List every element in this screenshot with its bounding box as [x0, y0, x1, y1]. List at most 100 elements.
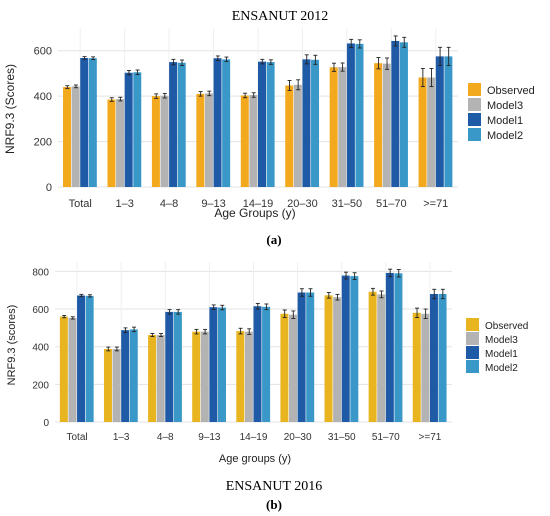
chart-2012-legend-label: Observed: [487, 85, 535, 97]
panel-label-b: (b): [266, 497, 282, 512]
chart-2016-bar: [306, 292, 315, 422]
chart-2016-bar: [59, 316, 68, 422]
chart-2016-x-tick-label: 9–13: [198, 432, 221, 443]
chart-2016-bar: [253, 306, 262, 422]
chart-2016-bar: [421, 313, 430, 422]
chart-2012-x-tick-label: 4–8: [160, 198, 178, 210]
chart-2012-bar: [116, 99, 125, 187]
chart-2012-bar: [160, 95, 169, 187]
chart-2016-bar: [209, 307, 218, 422]
chart-2016-bar: [280, 313, 289, 422]
chart-2016-bar: [200, 331, 209, 422]
chart-2016-legend-swatch: [466, 332, 479, 345]
chart-2016-bar: [165, 311, 174, 422]
chart-2016-bar: [148, 335, 157, 422]
chart-2016: 0 200 400 600 800 Total 1–3 4–8 9–13 14–19 20–30 31…: [6, 262, 528, 512]
chart-2012-legend-swatch: [468, 98, 481, 111]
chart-2016-y-tick-label: 0: [43, 418, 49, 429]
chart-2012-legend-label: Model1: [487, 115, 523, 127]
chart-2012-bar: [177, 62, 186, 188]
chart-2016-bar: [77, 295, 86, 422]
chart-2012-legend-label: Model3: [487, 100, 523, 112]
chart-2012-bar: [249, 95, 258, 187]
chart-2012-bar: [63, 87, 72, 187]
chart-2012-bar: [444, 56, 453, 188]
chart-2012-bar: [213, 58, 222, 188]
chart-2016-bar: [289, 314, 298, 422]
chart-2012-plot-area: 0 200 400 600 Total 1–3 4–8 9–13 14–19 20–30 31–50…: [34, 28, 458, 210]
chart-2012-bar: [71, 86, 80, 187]
chart-2012-bar: [222, 59, 231, 187]
chart-2012-bar: [293, 84, 302, 187]
chart-2016-bar: [341, 275, 350, 422]
chart-2016-bar: [368, 291, 377, 422]
chart-2016-legend-swatch: [466, 346, 479, 359]
chart-2016-legend-swatch: [466, 318, 479, 331]
chart-2016-y-tick-label: 800: [32, 267, 49, 278]
chart-2016-plot-area: 0 200 400 600 800 Total 1–3 4–8 9–13 14–19 20–30 31…: [32, 262, 452, 443]
chart-2016-bar: [68, 317, 77, 422]
chart-2016-title: ENSANUT 2016: [226, 479, 323, 494]
chart-2012-bar: [418, 77, 427, 187]
chart-2012-title: ENSANUT 2012: [232, 9, 329, 24]
chart-2016-x-tick-label: 14–19: [240, 432, 268, 443]
chart-2016-bar: [85, 295, 94, 422]
chart-2016-bar: [438, 294, 447, 422]
chart-2016-bar: [112, 348, 121, 422]
chart-2016-y-axis-label: NRF9.3 (scores): [6, 305, 18, 386]
chart-2016-x-tick-label: Total: [66, 432, 87, 443]
chart-2016-x-tick-label: 20–30: [284, 432, 312, 443]
chart-2012-x-tick-label: 20–30: [287, 198, 318, 210]
chart-2012-bar: [346, 43, 355, 188]
chart-2012-bar: [285, 85, 294, 187]
chart-2012-x-tick-label: 1–3: [115, 198, 133, 210]
chart-2016-bar: [385, 272, 394, 422]
chart-2012-x-tick-label: >=71: [423, 198, 448, 210]
chart-2016-legend-label: Model2: [485, 363, 518, 374]
chart-2016-x-tick-label: 51–70: [372, 432, 400, 443]
chart-2016-bar: [217, 307, 226, 422]
chart-2016-bar: [297, 292, 306, 422]
chart-2012-legend: Observed Model3 Model1 Model2: [468, 83, 535, 142]
chart-2016-legend-label: Model1: [485, 349, 518, 360]
chart-2016-bar: [429, 294, 438, 422]
chart-2012-legend-swatch: [468, 83, 481, 96]
chart-2012-bar: [266, 62, 275, 188]
chart-2016-x-axis-label: Age groups (y): [219, 453, 291, 465]
chart-2012-legend-label: Model2: [487, 130, 523, 142]
chart-2016-x-tick-label: 31–50: [328, 432, 356, 443]
chart-2012-y-axis-label: NRF9.3 (Scores): [3, 64, 17, 154]
chart-2016-bar: [333, 297, 342, 422]
chart-2016-bar: [156, 335, 165, 422]
chart-2012-bar: [391, 40, 400, 187]
chart-2016-x-tick-label: 1–3: [113, 432, 130, 443]
chart-2012-bar: [329, 67, 338, 187]
chart-2012-x-tick-label: 9–13: [201, 198, 225, 210]
chart-2012-bar: [240, 95, 249, 187]
chart-2012-legend-swatch: [468, 113, 481, 126]
chart-2016-bar: [350, 276, 359, 422]
chart-2016-x-tick-label: 4–8: [157, 432, 174, 443]
chart-2016-y-tick-label: 400: [32, 343, 49, 354]
chart-2012-x-tick-label: Total: [69, 198, 92, 210]
chart-2012-bar: [435, 56, 444, 188]
chart-2016-bar: [129, 329, 138, 422]
chart-2012-x-tick-label: 31–50: [332, 198, 363, 210]
chart-2016-bar: [173, 311, 182, 422]
chart-2016-legend-label: Observed: [485, 321, 528, 332]
chart-2016-bar: [236, 331, 245, 422]
chart-2012-bar: [80, 57, 89, 188]
chart-2016-bar: [412, 312, 421, 422]
chart-2012-bar: [133, 72, 142, 187]
chart-2012-bar: [382, 63, 391, 187]
chart-2016-bar: [103, 348, 112, 422]
chart-2012-bar: [258, 61, 266, 187]
chart-2012-bar: [311, 59, 320, 187]
chart-2016-bar: [262, 306, 271, 422]
chart-2012-bar: [427, 77, 436, 187]
chart-2016-bar: [324, 295, 333, 422]
chart-2016-legend-label: Model3: [485, 335, 518, 346]
chart-2012-bar: [107, 99, 116, 187]
chart-2012-y-tick-label: 400: [34, 91, 52, 103]
